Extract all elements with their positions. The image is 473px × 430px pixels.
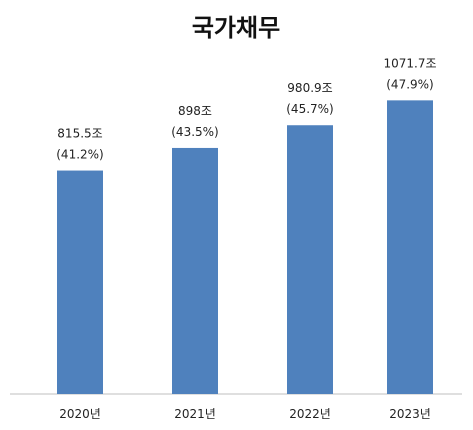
bar-ratio-label-2: (45.7%) xyxy=(286,102,333,116)
ticks-layer: 2020년 2021년 2022년 2023년 xyxy=(59,407,431,421)
bars-layer xyxy=(57,100,433,395)
bar-ratio-label-3: (47.9%) xyxy=(386,77,433,91)
x-tick-label-0: 2020년 xyxy=(59,407,101,421)
bar-2 xyxy=(287,125,333,394)
bar-1 xyxy=(172,147,218,394)
bar-ratio-label-1: (43.5%) xyxy=(171,125,218,139)
x-tick-label-3: 2023년 xyxy=(389,407,431,421)
x-tick-label-1: 2021년 xyxy=(174,407,216,421)
bar-0 xyxy=(57,170,103,394)
bar-value-label-1: 898조 xyxy=(178,104,212,118)
bar-value-label-0: 815.5조 xyxy=(57,127,102,141)
labels-layer: 815.5조 (41.2%) 898조 (43.5%) 980.9조 (45.7%) 107… xyxy=(56,56,436,161)
bar-3 xyxy=(387,100,433,395)
chart-title: 국가채무 xyxy=(192,14,280,42)
bar-ratio-label-0: (41.2%) xyxy=(56,148,103,162)
x-tick-label-2: 2022년 xyxy=(289,407,331,421)
bar-value-label-2: 980.9조 xyxy=(287,81,332,95)
bar-value-label-3: 1071.7조 xyxy=(383,56,436,70)
